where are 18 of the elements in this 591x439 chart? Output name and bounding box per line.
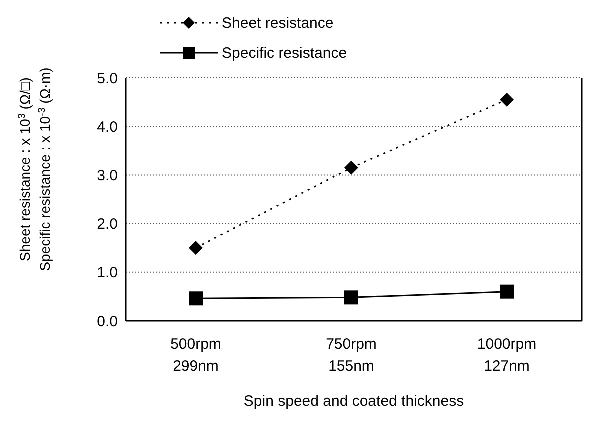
point [189,292,203,306]
point [500,284,514,299]
x-axis-title: Spin speed and coated thickness [244,393,464,410]
x-tick-label: 1000rpm 127nm [477,336,537,375]
y-tick-label: 5.0 [97,70,118,88]
point [344,160,358,175]
y-tick-label: 4.0 [97,118,118,136]
legend-label: Specific resistance [222,44,348,62]
y-tick-label: 0.0 [97,313,118,330]
legend-label: Sheet resistance [222,14,334,32]
x-tick-label: 750rpm 155nm [326,336,377,375]
x-tick-label: 500rpm 299nm [170,336,222,375]
point [344,290,358,305]
y-tick-label: 3.0 [97,168,118,185]
y-tick-label: 2.0 [97,216,118,234]
point [189,241,203,256]
y-tick-label: 1.0 [97,264,118,282]
point [500,92,514,107]
